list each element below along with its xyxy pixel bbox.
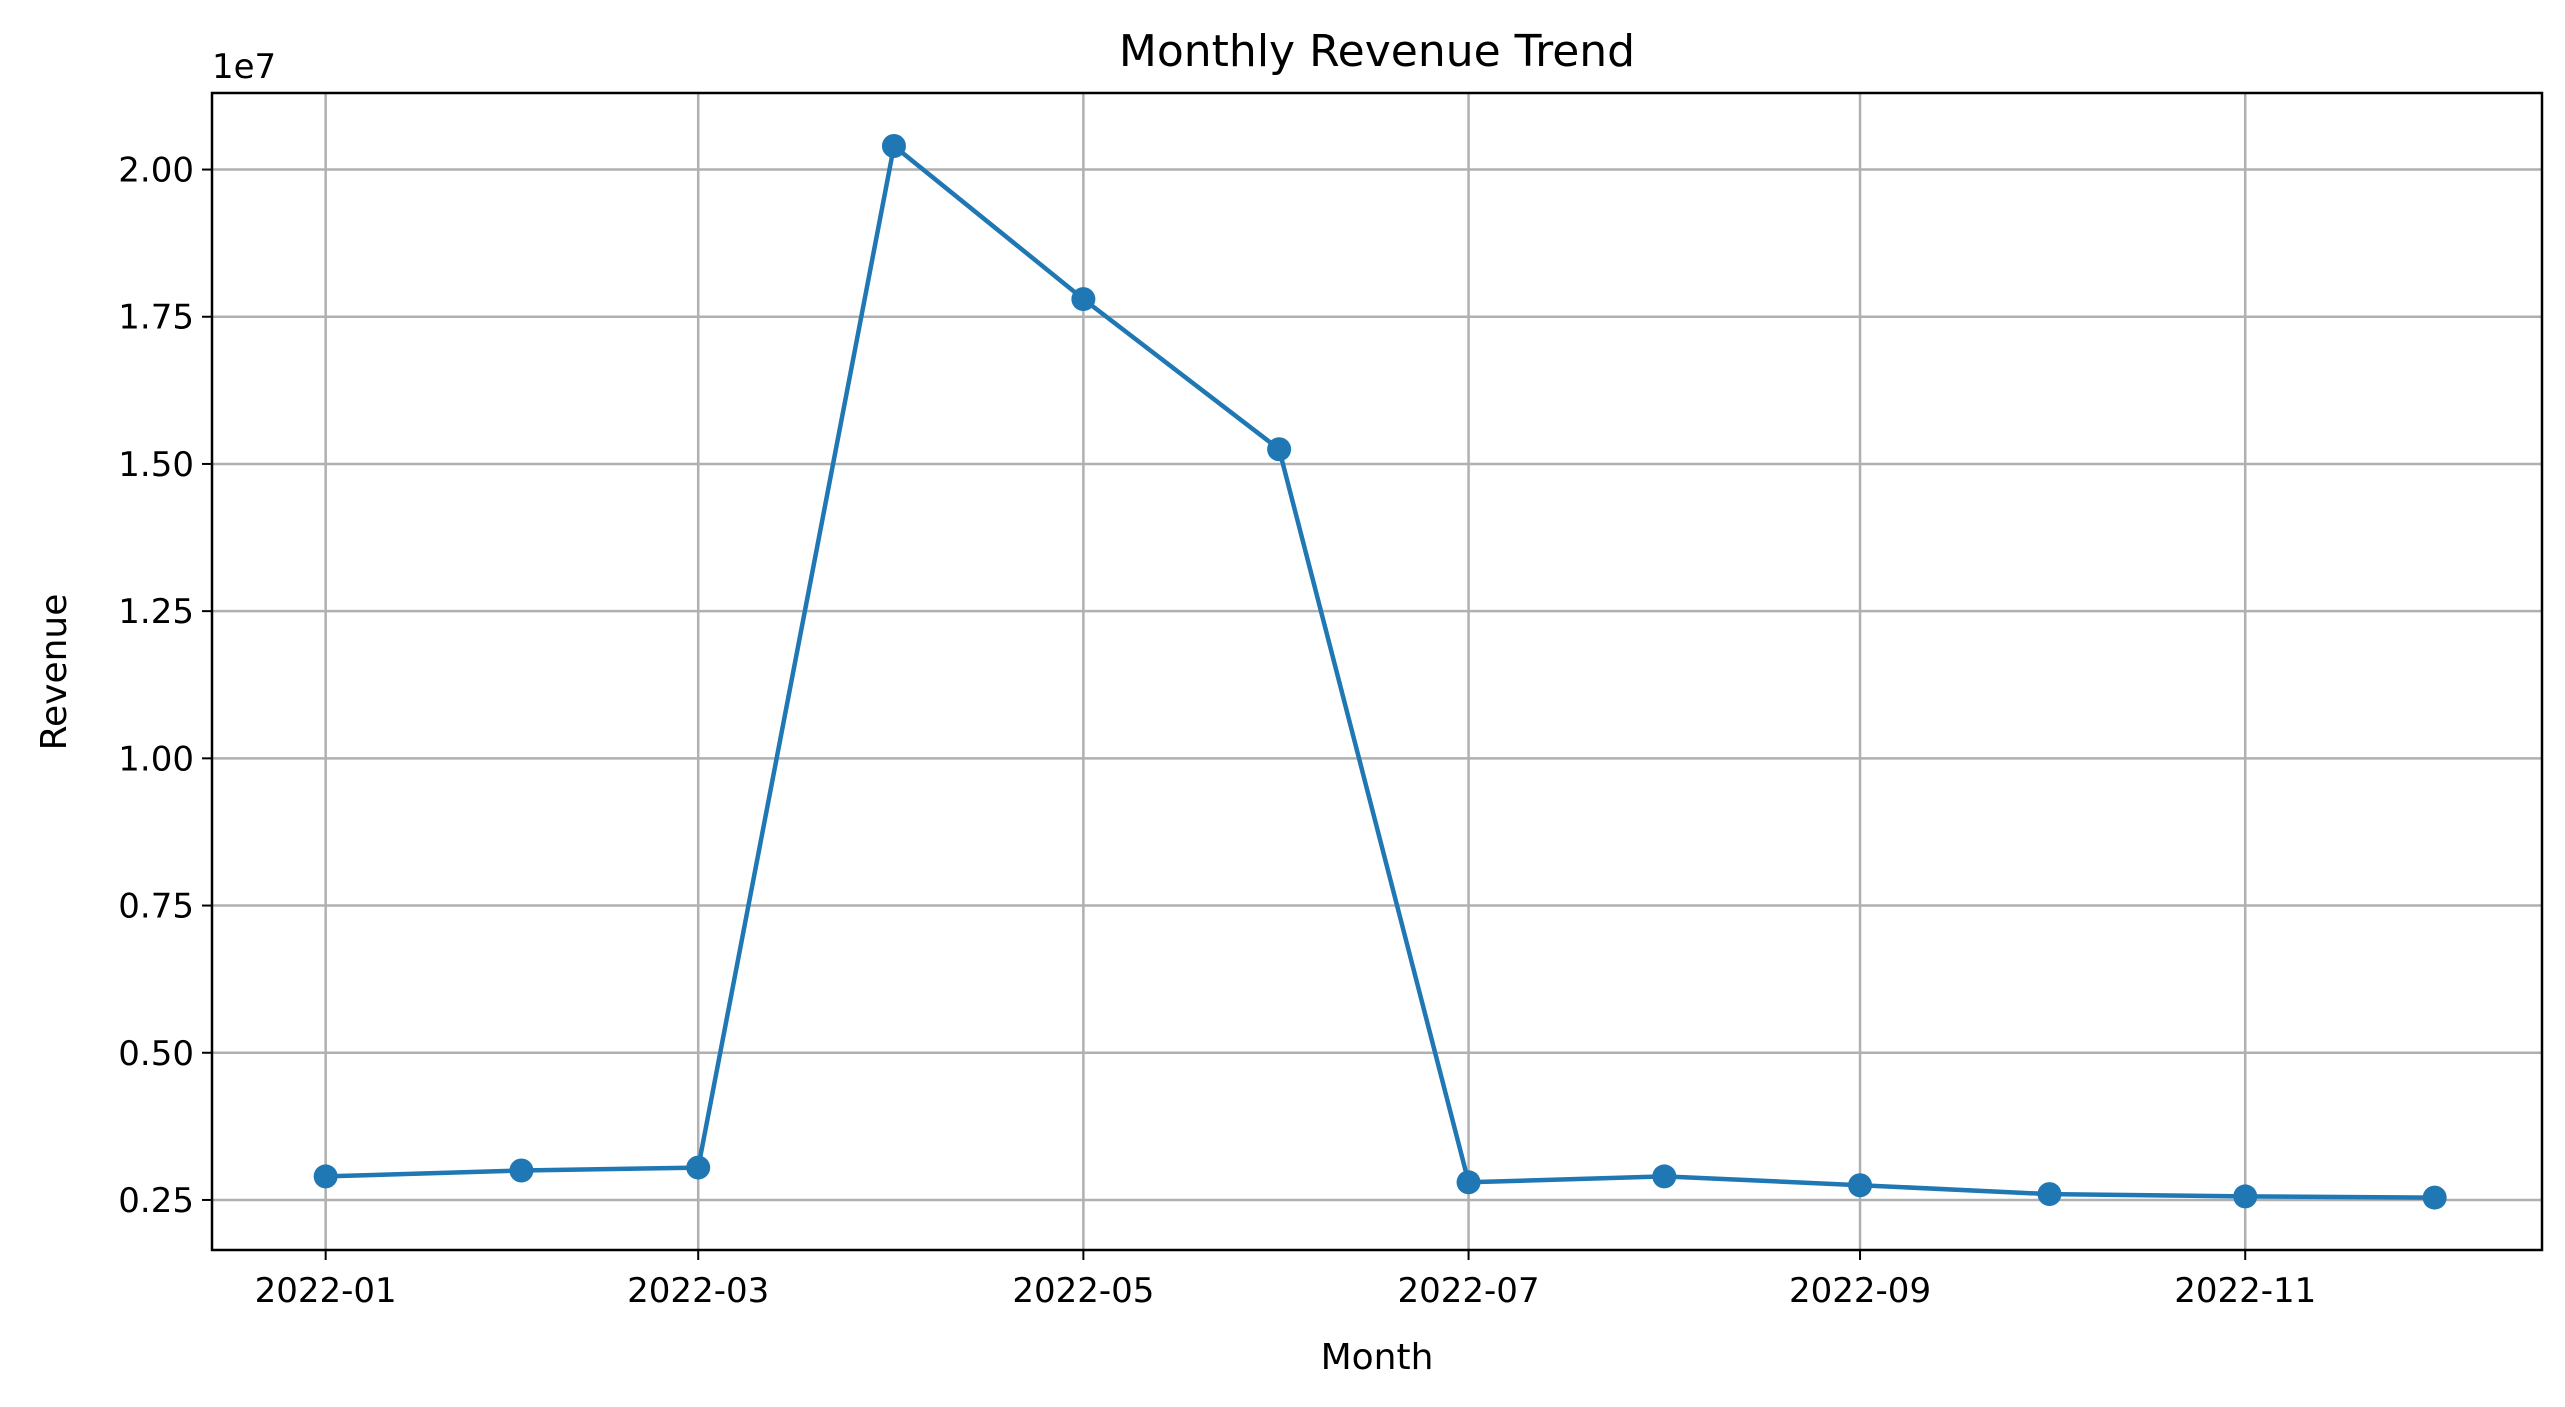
data-point: [509, 1158, 534, 1183]
chart-title: Monthly Revenue Trend: [1119, 26, 1635, 77]
y-axis-label: Revenue: [34, 594, 75, 751]
x-tick-label: 2022-03: [627, 1271, 769, 1311]
y-tick-label: 2.00: [118, 151, 194, 191]
data-point: [2422, 1185, 2447, 1210]
y-tick-label: 0.75: [118, 887, 194, 927]
x-tick-label: 2022-09: [1789, 1271, 1931, 1311]
x-tick-label: 2022-01: [255, 1271, 397, 1311]
x-tick-label: 2022-05: [1012, 1271, 1154, 1311]
series-line: [325, 143, 2435, 1200]
data-point: [1652, 1164, 1677, 1189]
data-point: [1267, 437, 1292, 462]
data-point: [2233, 1184, 2258, 1209]
grid: [212, 93, 2542, 1250]
x-tick-label: 2022-07: [1398, 1271, 1540, 1311]
data-point: [881, 133, 906, 158]
series: [313, 133, 2447, 1210]
x-tick-label: 2022-11: [2174, 1271, 2316, 1311]
data-point: [1848, 1173, 1873, 1198]
data-point: [2037, 1182, 2062, 1207]
y-tick-label: 0.25: [118, 1181, 194, 1221]
data-point: [1071, 287, 1096, 312]
y-tick-label: 1.75: [118, 298, 194, 338]
y-tick-label: 0.50: [118, 1034, 194, 1074]
data-point: [686, 1155, 711, 1180]
y-tick-label: 1.00: [118, 739, 194, 779]
data-point: [1456, 1170, 1481, 1195]
data-point: [313, 1164, 338, 1189]
y-tick-label: 1.50: [118, 445, 194, 485]
y-tick-label: 1.25: [118, 592, 194, 632]
plot-area: [210, 91, 2544, 1252]
axis-ticks: 2022-01 2022-03 2022-05 2022-07 2022-09 2022-…: [118, 151, 2316, 1311]
y-axis-offset-label: 1e7: [212, 47, 276, 87]
x-axis-label: Month: [1321, 1337, 1434, 1378]
